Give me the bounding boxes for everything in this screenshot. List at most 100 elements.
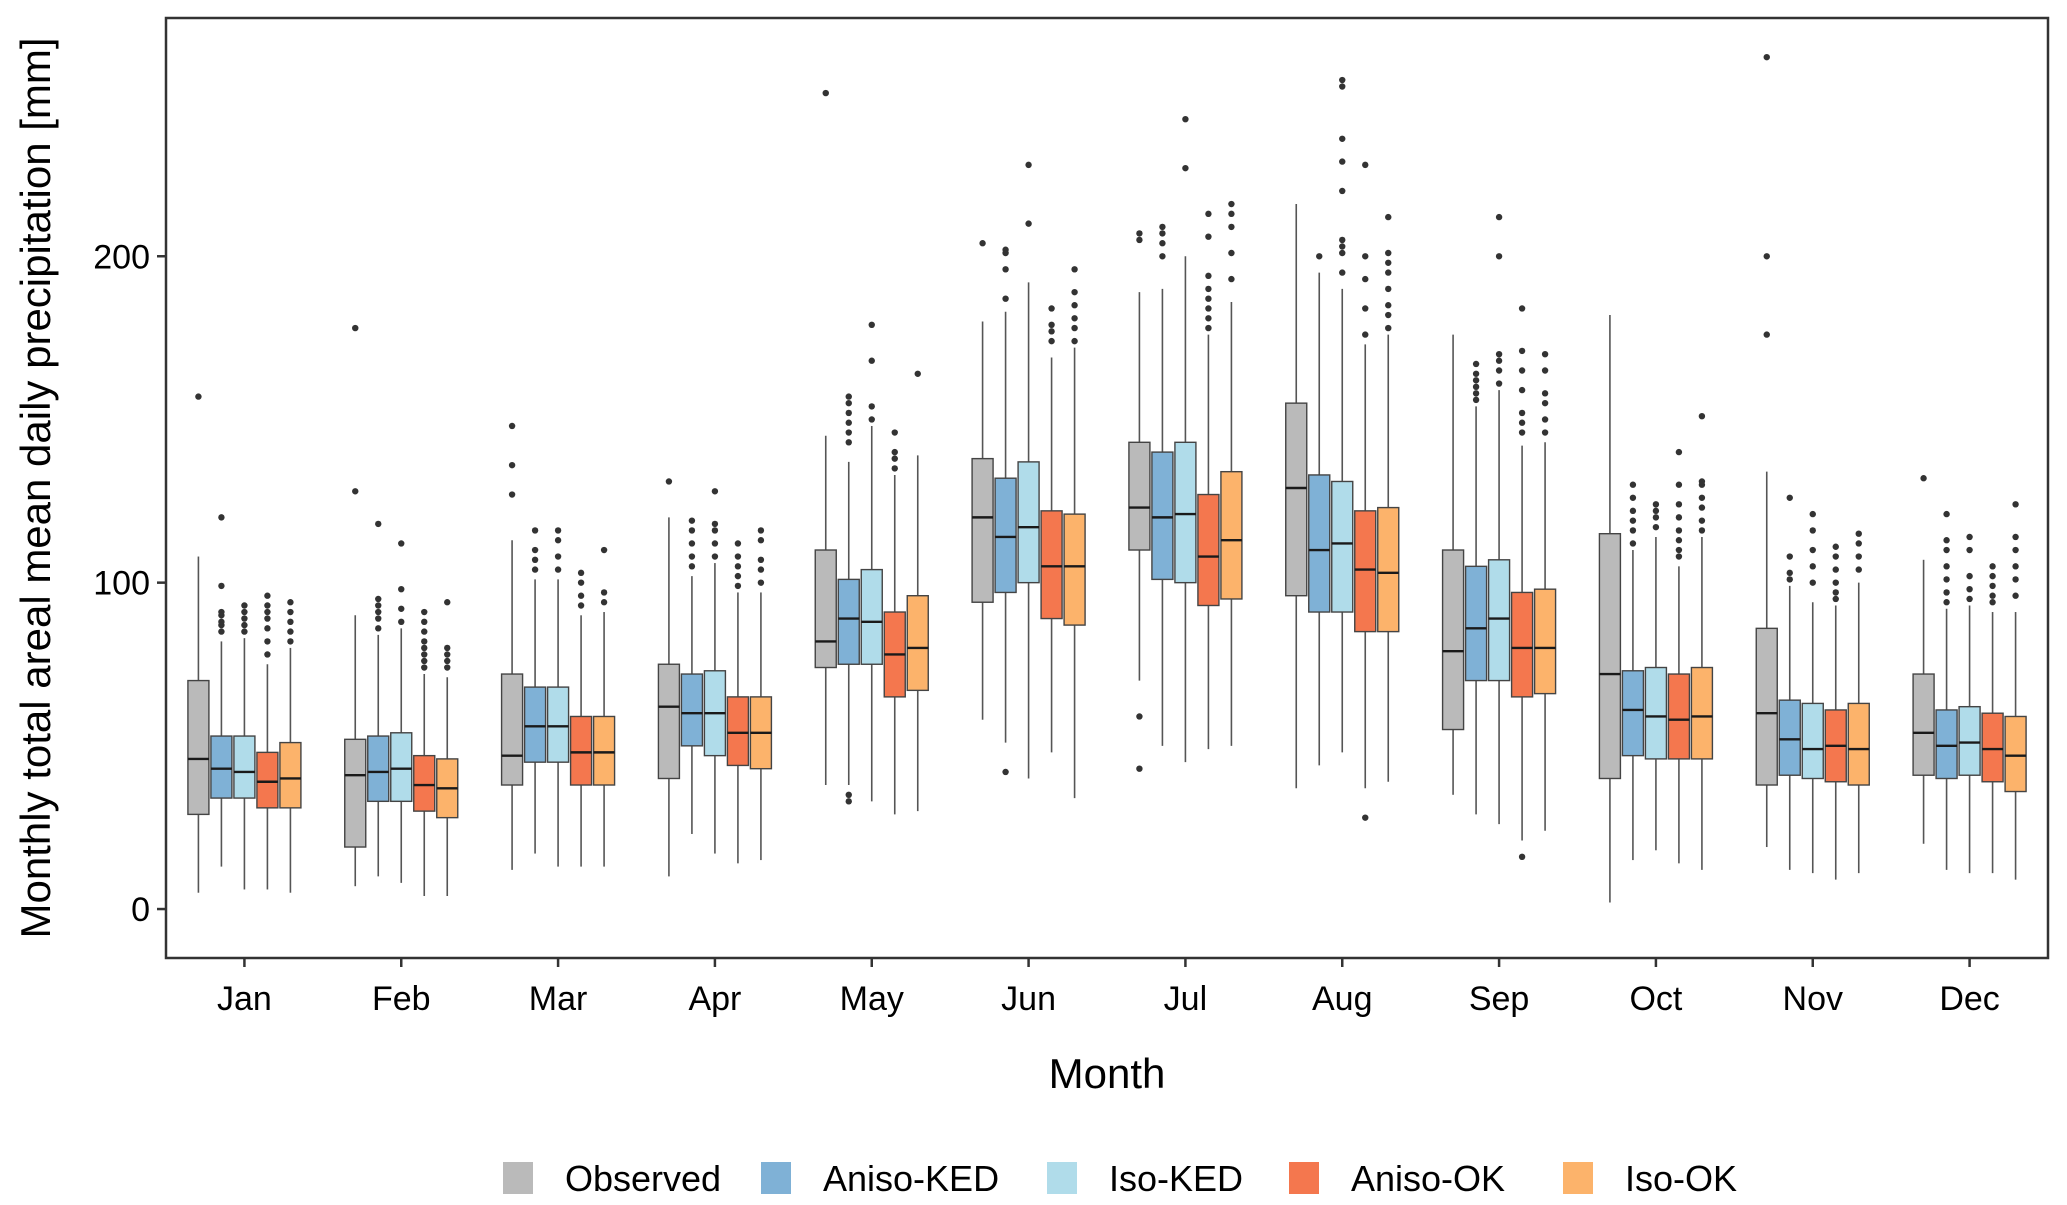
outlier-point — [1048, 337, 1055, 345]
outlier-point — [868, 321, 875, 329]
outlier-point — [1989, 572, 1996, 580]
outlier-point — [1362, 331, 1369, 338]
outlier-point — [531, 556, 539, 564]
outlier-point — [845, 791, 852, 799]
outlier-point — [1629, 481, 1637, 488]
outlier-point — [287, 618, 294, 626]
outlier-point — [398, 585, 405, 593]
box-iqr — [860, 568, 883, 665]
outlier-point — [2012, 546, 2019, 554]
outlier-point — [241, 608, 248, 616]
outlier-point — [444, 651, 451, 658]
box-aniso-ked-apr — [680, 517, 704, 834]
box-iqr — [256, 751, 279, 809]
box-iqr — [1644, 666, 1668, 760]
x-axis: Jan Feb Mar Apr May Jun Jul Aug Sep Oct Nov Dec — [217, 958, 2000, 1018]
box-aniso-ked-aug — [1308, 253, 1331, 766]
outlier-point — [287, 599, 294, 606]
outlier-point — [1002, 266, 1009, 273]
outlier-point — [1966, 595, 1973, 603]
outlier-point — [1385, 213, 1392, 221]
box-iso-ok-aug — [1377, 213, 1400, 782]
box-iqr — [1958, 705, 1981, 776]
outlier-point — [1472, 390, 1480, 397]
outlier-point — [264, 602, 271, 609]
box-iqr — [1801, 702, 1824, 780]
outlier-point — [1159, 240, 1166, 247]
box-iso-ok-jan — [279, 599, 302, 893]
outlier-point — [845, 409, 852, 417]
x-tick-label: Dec — [1939, 980, 1999, 1018]
outlier-point — [1786, 569, 1793, 577]
box-iqr — [1755, 627, 1778, 786]
outlier-point — [1362, 253, 1369, 260]
outlier-point — [1362, 161, 1369, 169]
outlier-point — [264, 625, 271, 632]
outlier-point — [1966, 572, 1973, 580]
box-iqr — [1778, 699, 1801, 776]
outlier-point — [1048, 321, 1055, 329]
outlier-point — [1675, 501, 1683, 508]
outlier-point — [1136, 713, 1143, 720]
outlier-point — [1385, 324, 1392, 332]
box-aniso-ok-dec — [1981, 563, 2004, 874]
outlier-point — [444, 644, 451, 652]
outlier-point — [734, 563, 742, 570]
outlier-point — [1675, 546, 1683, 554]
outlier-point — [1698, 504, 1706, 511]
box-iso-ked-apr — [703, 488, 727, 854]
box-iqr — [1063, 513, 1086, 626]
outlier-point — [264, 592, 271, 599]
outlier-point — [688, 563, 696, 570]
outlier-point — [1809, 563, 1816, 570]
box-iso-ked-may — [860, 321, 883, 802]
x-tick-label: May — [840, 980, 904, 1018]
outlier-point — [1071, 337, 1078, 345]
outlier-point — [1943, 576, 1950, 583]
outlier-point — [1205, 272, 1212, 280]
box-iqr — [344, 738, 367, 848]
box-observed-apr — [657, 478, 681, 877]
outlier-point — [757, 566, 765, 573]
box-iqr — [1510, 591, 1534, 698]
legend-swatch — [1047, 1162, 1077, 1194]
outlier-point — [1518, 347, 1526, 355]
outlier-point — [1675, 481, 1683, 488]
legend-swatch — [1563, 1162, 1593, 1194]
box-observed-feb — [344, 324, 367, 887]
outlier-point — [1652, 523, 1660, 531]
outlier-point — [531, 527, 539, 534]
outlier-point — [1228, 210, 1235, 218]
outlier-point — [1385, 302, 1392, 309]
x-tick-label: Nov — [1783, 980, 1843, 1018]
outlier-point — [264, 608, 271, 616]
outlier-point — [1136, 236, 1143, 244]
box-aniso-ked-mar — [523, 527, 547, 854]
box-aniso-ked-nov — [1778, 494, 1801, 870]
box-aniso-ked-jul — [1151, 223, 1174, 746]
outlier-point — [508, 422, 516, 430]
outlier-point — [1698, 478, 1706, 485]
outlier-point — [398, 605, 405, 612]
outlier-point — [1002, 295, 1009, 302]
outlier-point — [1228, 275, 1235, 283]
outlier-point — [1989, 563, 1996, 570]
outlier-point — [375, 602, 382, 609]
outlier-point — [218, 618, 225, 626]
legend-label: Aniso-KED — [823, 1158, 999, 1199]
outlier-point — [1205, 305, 1212, 312]
legend-item-iso-ok: Iso-OK — [1563, 1158, 1737, 1199]
outlier-point — [1855, 553, 1862, 560]
outlier-point — [1159, 223, 1166, 231]
outlier-point — [757, 537, 765, 544]
legend-item-observed: Observed — [503, 1158, 721, 1199]
box-observed-may — [814, 89, 837, 786]
box-aniso-ked-feb — [367, 520, 390, 877]
box-iso-ok-sep — [1533, 350, 1557, 831]
outlier-point — [1541, 416, 1549, 423]
outlier-point — [600, 599, 608, 606]
outlier-point — [1495, 357, 1503, 364]
outlier-point — [444, 599, 451, 606]
box-observed-nov — [1755, 53, 1778, 848]
outlier-point — [891, 455, 898, 462]
